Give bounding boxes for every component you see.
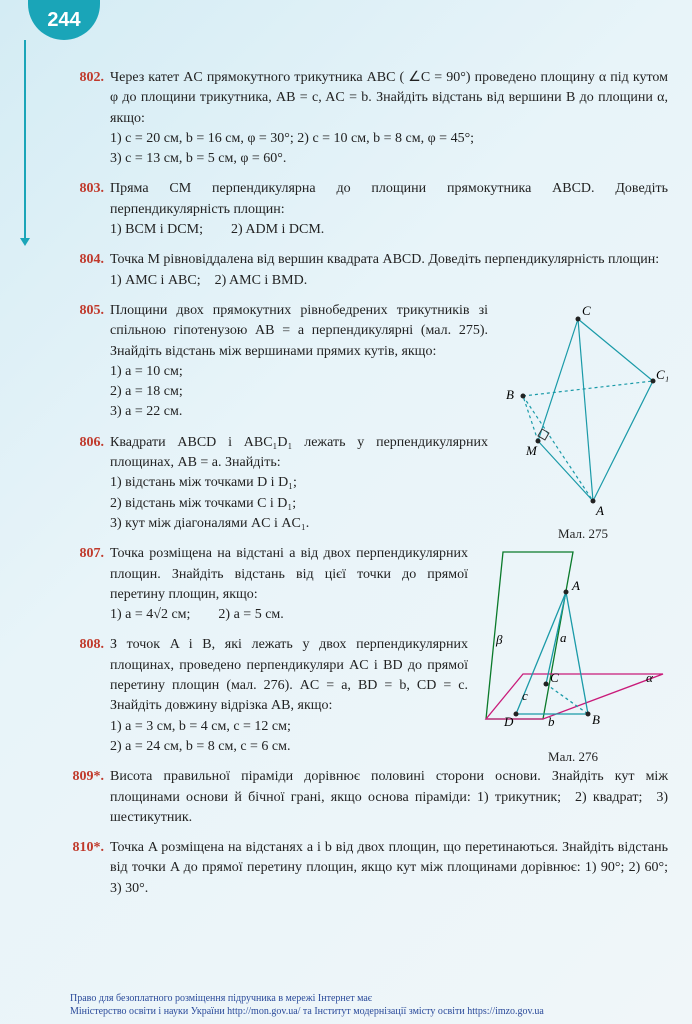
figure-276-svg: A B C D a b c α β (478, 544, 668, 744)
footer: Право для безоплатного розміщення підруч… (70, 992, 668, 1018)
problem-number: 807. (70, 544, 110, 625)
problem-805: 805. Площини двох прямокутних рівнобедре… (70, 301, 488, 423)
problem-text: Точка A розміщена на відстанях a і b від… (110, 838, 668, 899)
problem-number: 803. (70, 179, 110, 240)
problem-number: 806. (70, 433, 110, 534)
problem-804: 804. Точка M рівновіддалена від вершин к… (70, 250, 668, 291)
svg-text:β: β (495, 632, 503, 647)
problem-text: Площини двох прямокутних рівнобедрених т… (110, 301, 488, 423)
svg-text:C: C (550, 670, 559, 685)
svg-text:C₁: C₁ (656, 367, 668, 382)
problem-text: Точка розміщена на відстані a від двох п… (110, 544, 468, 625)
figure-275: C C₁ B M A Мал. 275 (498, 301, 668, 544)
block-805-806-fig275: 805. Площини двох прямокутних рівнобедре… (70, 301, 668, 544)
problem-number: 808. (70, 635, 110, 757)
problem-802: 802. Через катет AC прямокутного трикутн… (70, 68, 668, 169)
problem-807: 807. Точка розміщена на відстані a від д… (70, 544, 468, 625)
footer-line-2: Міністерство освіти і науки України http… (70, 1005, 668, 1018)
block-807-808-fig276: 807. Точка розміщена на відстані a від д… (70, 544, 668, 767)
problem-text: Пряма CM перпендикулярна до площини прям… (110, 179, 668, 240)
problem-809: 809*. Висота правильної піраміди дорівню… (70, 767, 668, 828)
problem-803: 803. Пряма CM перпендикулярна до площини… (70, 179, 668, 240)
problem-number: 804. (70, 250, 110, 291)
svg-text:a: a (560, 630, 567, 645)
svg-text:α: α (646, 670, 654, 685)
svg-text:b: b (548, 714, 555, 729)
svg-text:C: C (582, 303, 591, 318)
problem-text: Висота правильної піраміди дорівнює поло… (110, 767, 668, 828)
figure-275-caption: Мал. 275 (498, 525, 668, 544)
figure-275-svg: C C₁ B M A (498, 301, 668, 521)
problem-810: 810*. Точка A розміщена на відстанях a і… (70, 838, 668, 899)
svg-text:B: B (592, 712, 600, 727)
footer-line-1: Право для безоплатного розміщення підруч… (70, 992, 668, 1005)
problem-text: З точок A і B, які лежать у двох перпенд… (110, 635, 468, 757)
problem-text: Точка M рівновіддалена від вершин квадра… (110, 250, 668, 291)
problem-808: 808. З точок A і B, які лежать у двох пе… (70, 635, 468, 757)
problem-number: 805. (70, 301, 110, 423)
figure-276: A B C D a b c α β Мал. 276 (478, 544, 668, 767)
problem-text: Через катет AC прямокутного трикутника A… (110, 68, 668, 169)
page-number: 244 (47, 6, 80, 35)
problem-number: 810*. (70, 838, 110, 899)
svg-text:M: M (525, 443, 538, 458)
problem-text: Квадрати ABCD і ABC₁D₁ лежать у перпенди… (110, 433, 488, 534)
problem-number: 809*. (70, 767, 110, 828)
svg-text:D: D (503, 714, 514, 729)
figure-276-caption: Мал. 276 (478, 748, 668, 767)
svg-text:A: A (571, 578, 580, 593)
page-number-tab: 244 (28, 0, 100, 40)
svg-text:c: c (522, 688, 528, 703)
svg-text:B: B (506, 387, 514, 402)
problem-number: 802. (70, 68, 110, 169)
page-content: 802. Через катет AC прямокутного трикутн… (70, 68, 668, 1004)
margin-arrow (24, 40, 26, 240)
svg-text:A: A (595, 503, 604, 518)
problem-806: 806. Квадрати ABCD і ABC₁D₁ лежать у пер… (70, 433, 488, 534)
